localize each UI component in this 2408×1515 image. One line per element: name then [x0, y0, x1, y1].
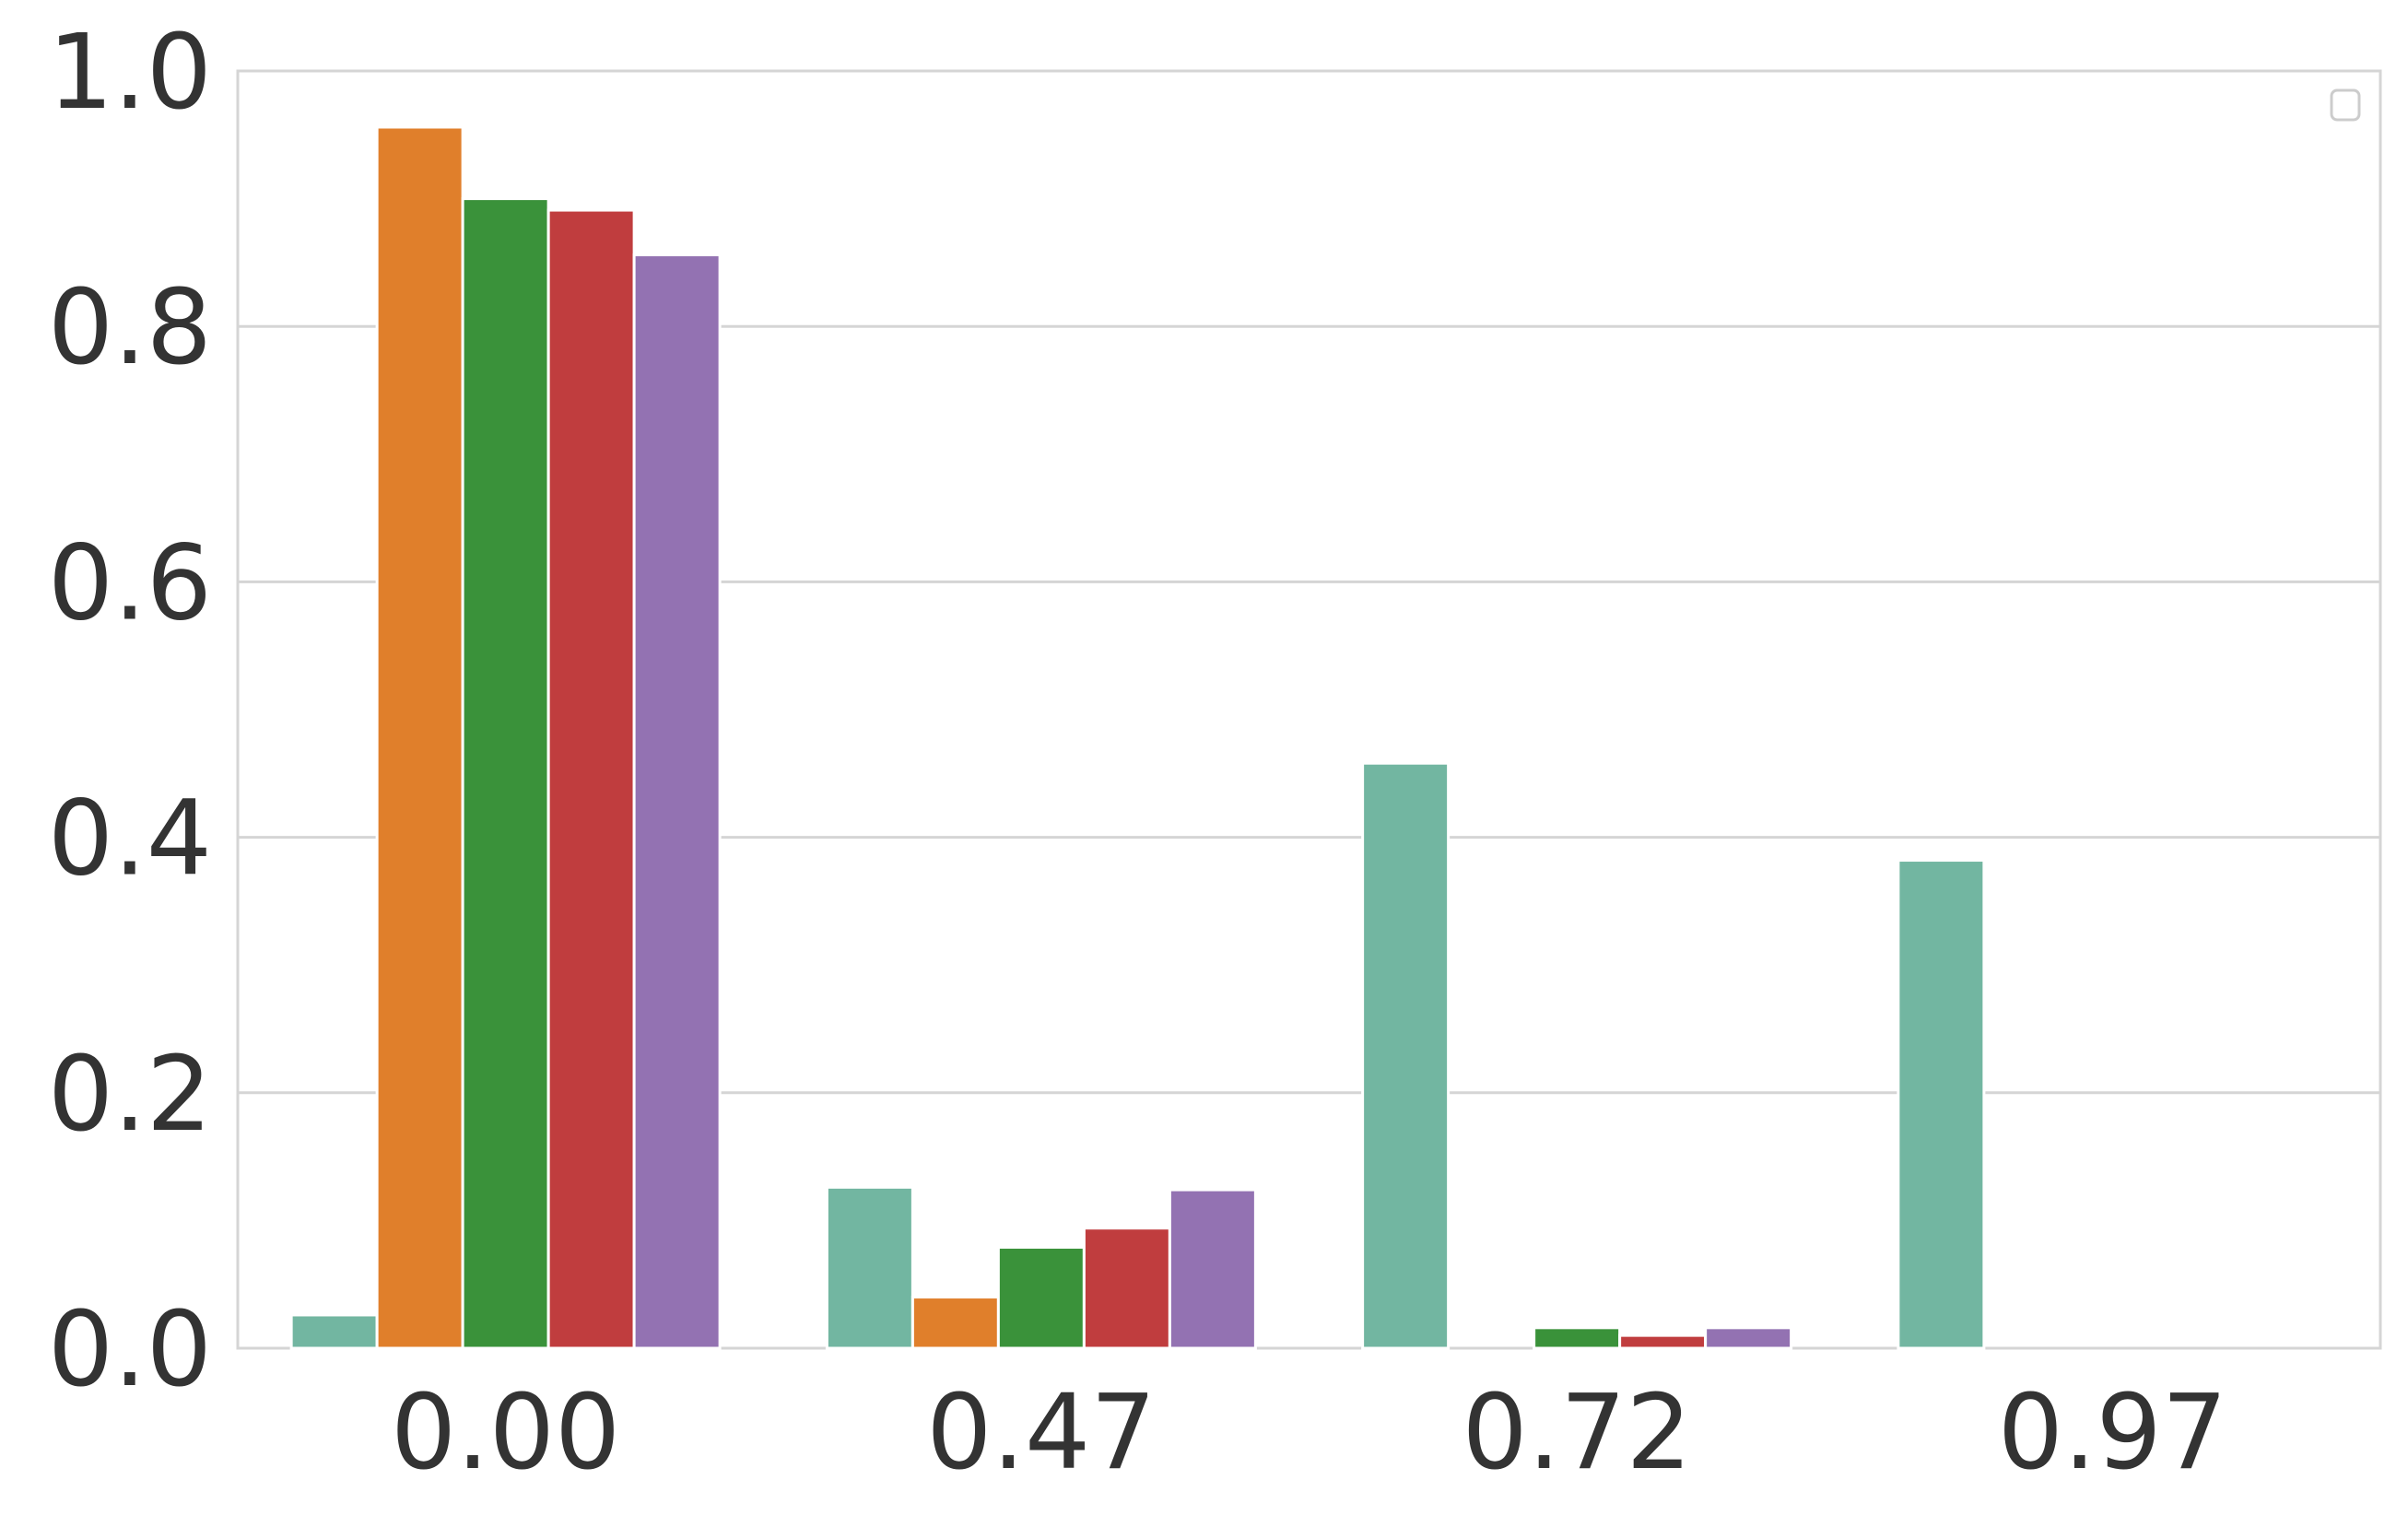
- bar: [1704, 1326, 1793, 1350]
- bar: [825, 1185, 914, 1350]
- y-tick-label: 0.6: [48, 523, 212, 643]
- y-tick-label: 0.0: [48, 1290, 212, 1410]
- plot-frame: [236, 69, 2382, 1350]
- bar: [289, 1313, 379, 1350]
- bar: [461, 197, 550, 1350]
- bar: [632, 253, 722, 1350]
- bar: [996, 1246, 1086, 1350]
- x-tick-label: 0.00: [391, 1373, 620, 1493]
- legend-box: [2330, 88, 2361, 122]
- y-tick-label: 0.4: [48, 780, 212, 899]
- x-tick-label: 0.47: [926, 1373, 1156, 1493]
- bar: [1361, 761, 1451, 1350]
- bar: [1897, 859, 1986, 1350]
- bar: [910, 1296, 1000, 1350]
- x-tick-label: 0.97: [1998, 1373, 2227, 1493]
- bar: [1533, 1326, 1622, 1350]
- x-tick-label: 0.72: [1462, 1373, 1691, 1493]
- bar: [546, 208, 636, 1350]
- bar: [1168, 1188, 1257, 1350]
- bar: [375, 125, 464, 1350]
- bar: [1618, 1333, 1708, 1350]
- y-tick-label: 0.8: [48, 268, 212, 388]
- y-tick-label: 1.0: [48, 13, 212, 133]
- bar: [1082, 1227, 1171, 1350]
- y-tick-label: 0.2: [48, 1035, 212, 1155]
